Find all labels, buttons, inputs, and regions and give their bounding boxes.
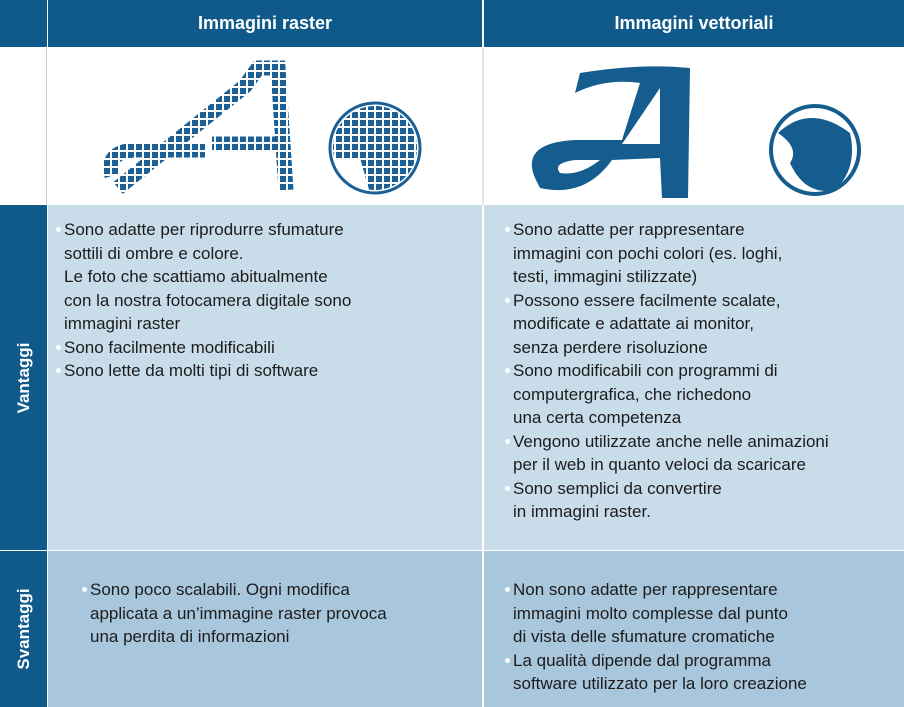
text-line: sottili di ombre e colore. — [64, 243, 244, 263]
empty-cell — [0, 48, 47, 204]
text-line: per il web in quanto veloci da scaricare — [513, 455, 806, 474]
bullet — [505, 227, 510, 232]
text-line: con la nostra fotocamera digitale sono — [64, 290, 352, 310]
text-line: Non sono adatte per rappresentare — [513, 580, 778, 599]
vector-cell — [484, 205, 904, 550]
text-line: in immagini raster. — [513, 502, 651, 521]
text-line: Vengono utilizzate anche nelle animazion… — [513, 431, 829, 451]
bullet — [505, 657, 510, 663]
text-line: immagini molto complesse dal punto — [513, 603, 788, 623]
row-label: Svantaggi — [13, 588, 33, 670]
text-line: immagini con pochi colori (es. loghi, — [513, 243, 783, 263]
bullet — [505, 297, 510, 303]
vector-letter — [531, 66, 690, 198]
raster-cell — [48, 205, 482, 550]
bullet — [82, 587, 87, 592]
text-line: computergrafica, che richedono — [513, 384, 752, 404]
raster-letter — [95, 58, 295, 198]
bullet — [505, 438, 510, 444]
row-label: Vantaggi — [13, 342, 33, 413]
text-line: una certa competenza — [513, 408, 682, 427]
bullet — [505, 368, 510, 373]
raster-circle — [330, 103, 420, 193]
vector-cell — [484, 551, 904, 707]
text-line: Le foto che scattiamo abitualmente — [64, 267, 328, 286]
text-line: Sono poco scalabili. Ogni modifica — [90, 580, 350, 599]
text-line: senza perdere risoluzione — [513, 337, 708, 357]
bullet — [56, 368, 61, 373]
text-line: immagini raster — [64, 314, 181, 333]
header-raster: Immagini raster — [48, 0, 482, 47]
text-line: Sono adatte per riprodurre sfumature — [64, 220, 344, 239]
bullet — [56, 344, 61, 350]
text-line: Sono facilmente modificabili — [64, 337, 275, 357]
text-line: applicata a un’immagine raster provoca — [90, 603, 387, 623]
text-line: di vista delle sfumature cromatiche — [513, 627, 775, 646]
bullet — [56, 227, 61, 232]
bullet — [505, 587, 510, 592]
text-line: Sono modificabili con programmi di — [513, 361, 778, 380]
corner — [0, 0, 47, 47]
text-line: modificate e adattate ai monitor, — [513, 314, 754, 333]
text-line: La qualità dipende dal programma — [513, 650, 772, 670]
text-line: una perdita di informazioni — [90, 627, 290, 646]
text-line: Sono semplici da convertire — [513, 478, 722, 498]
raster-cell — [48, 551, 482, 707]
text-line: Possono essere facilmente scalate, — [513, 290, 781, 310]
text-line: Sono adatte per rappresentare — [513, 220, 745, 239]
illustrations — [95, 48, 861, 205]
header-vector: Immagini vettoriali — [484, 0, 904, 47]
text-line: Sono lette da molti tipi di software — [64, 361, 319, 380]
text-line: testi, immagini stilizzate) — [513, 267, 698, 286]
row-label-cell: Svantaggi — [0, 551, 47, 707]
row-label-cell: Vantaggi — [0, 205, 47, 550]
text-line: software utilizzato per la loro creazion… — [513, 674, 807, 693]
bullet — [505, 485, 510, 491]
